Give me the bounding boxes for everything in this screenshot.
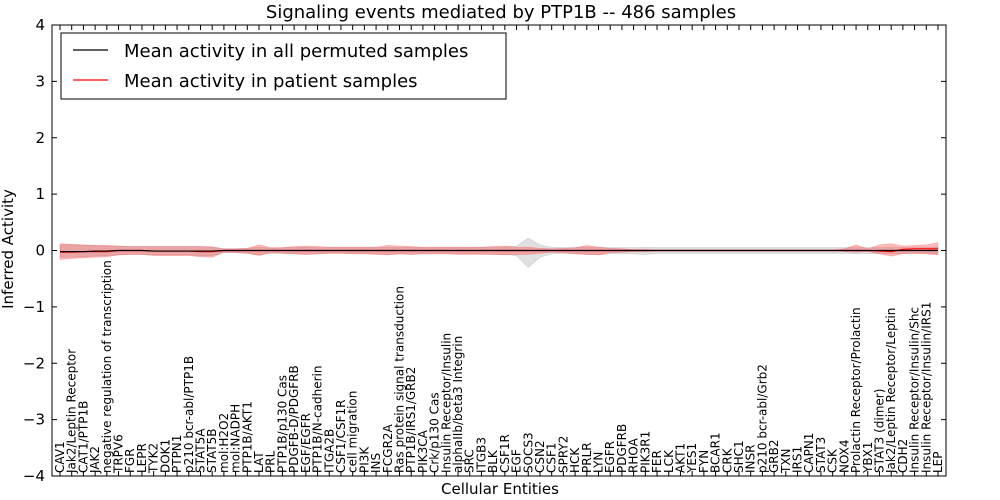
y-tick-label: −2 (23, 354, 45, 372)
x-category-label: ITGB3 (474, 437, 488, 473)
x-category-label: alphaIIb/beta3 Integrin (451, 336, 465, 473)
x-category-label: cell migration (346, 391, 360, 473)
x-category-label: EGF (510, 449, 524, 473)
x-category-label: Crk/p130 Cas (428, 392, 442, 473)
x-axis-label: Cellular Entities (441, 480, 559, 498)
x-category-label: PRL (264, 450, 278, 473)
x-category-label: FYN (697, 450, 711, 473)
x-category-label: Jak2/Leptin Receptor (65, 349, 79, 474)
x-category-label: Insulin Receptor/Insulin/Shc (908, 307, 922, 473)
x-category-label: CSK (826, 448, 840, 473)
x-category-label: PIK3CA (416, 429, 430, 473)
y-tick-label: −4 (23, 467, 45, 485)
y-tick-label: 1 (35, 185, 45, 203)
legend: Mean activity in all permuted samples Me… (60, 32, 507, 100)
confidence-bands (59, 237, 939, 268)
x-category-label: STAT3 (dimer) (872, 389, 886, 473)
x-category-label: CDH2 (896, 439, 910, 473)
x-category-label: p210 bcr-abl/Grb2 (755, 364, 769, 473)
x-category-label: ITGA2B (322, 429, 336, 473)
x-category-label: INS (369, 453, 383, 473)
legend-box (60, 32, 507, 100)
x-category-label: CSF1R (498, 434, 512, 473)
x-category-label: Insulin Receptor/Insulin (439, 333, 453, 473)
x-category-label: PDGFB-D/PDGFRB (287, 365, 301, 473)
x-category-label: PTP1B/AKT1 (240, 401, 254, 473)
series-lines (60, 248, 938, 253)
x-category-label: BCAR1 (709, 432, 723, 473)
x-category-label: FGR (123, 448, 137, 473)
x-category-label: RHOA (627, 437, 641, 473)
x-category-label: CRK (720, 447, 734, 473)
x-category-label: LEPR (135, 443, 149, 473)
x-category-label: NOX4 (837, 439, 851, 473)
y-axis-label: Inferred Activity (0, 189, 17, 309)
y-tick-label: −3 (23, 411, 45, 429)
x-category-label: CSF1 (545, 442, 559, 473)
y-tick-label: 4 (35, 16, 45, 34)
x-category-label: PTP1B/p130 Cas (275, 375, 289, 473)
x-category-label: FCGR2A (381, 423, 395, 473)
x-category-label: INSR (744, 445, 758, 473)
x-category-label: LAT (252, 451, 266, 473)
y-tick-label: 2 (35, 129, 45, 147)
x-category-label: Insulin Receptor/Insulin/IRS1 (919, 302, 933, 473)
x-category-label: LCK (662, 449, 676, 473)
x-category-label: mol:H2O2 (217, 413, 231, 473)
x-category-label: GRB2 (767, 439, 781, 473)
x-category-label: negative regulation of transcription (100, 260, 114, 473)
x-category-label: PTPN1 (170, 435, 184, 473)
legend-label-patient: Mean activity in patient samples (124, 71, 418, 92)
legend-label-permuted: Mean activity in all permuted samples (124, 41, 468, 62)
y-tick-label: 0 (35, 242, 45, 260)
y-tick-label: 3 (35, 72, 45, 90)
x-category-label: STAT5A (193, 428, 207, 473)
x-category-label: PI3K (357, 446, 371, 473)
x-category-label: LEP (931, 451, 945, 473)
x-category-label: TRPV6 (112, 434, 126, 474)
x-category-label: CSN2 (533, 440, 547, 473)
x-category-label: Ras protein signal transduction (392, 286, 406, 473)
x-category-label: HCK (568, 447, 582, 473)
x-category-label: YES1 (685, 443, 699, 474)
y-tick-label: −1 (23, 298, 45, 316)
x-category-label: Prolactin Receptor/Prolactin (849, 307, 863, 473)
x-category-label: STAT3 (814, 437, 828, 473)
x-category-label: PDGFRB (615, 424, 629, 473)
x-category-label: PTP1B/N-cadherin (311, 366, 325, 473)
x-category-label: LYN (592, 452, 606, 473)
x-category-label: EGF/EGFR (299, 413, 313, 473)
x-category-label: TYK2 (147, 443, 161, 474)
x-category-label: DOK1 (158, 439, 172, 473)
x-category-label: AKT1 (673, 443, 687, 473)
x-category-label: FER (650, 450, 664, 473)
x-category-label: SRC (463, 449, 477, 473)
x-category-label: CAPN1 (802, 433, 816, 473)
x-category-label: p210 bcr-abl/PTP1B (182, 356, 196, 473)
x-category-label: mol:NADPH (229, 404, 243, 473)
x-category-label: BLK (486, 449, 500, 473)
x-category-label: YBX1 (861, 442, 875, 474)
x-category-label: SPRY2 (556, 436, 570, 473)
x-category-label: Jak2/Leptin Receptor/Leptin (884, 308, 898, 474)
x-category-label: CAV1 (53, 441, 67, 473)
x-category-label: PIK3R1 (638, 431, 652, 473)
x-category-label: IRS1 (791, 446, 805, 473)
x-category-label: SOCS3 (521, 432, 535, 473)
x-category-label: CSF1/CSF1R (334, 400, 348, 473)
x-category-label: JAK2 (88, 446, 102, 474)
x-category-label: SHC1 (732, 440, 746, 473)
band-series-0 (59, 237, 939, 268)
x-category-label: PRLR (580, 442, 594, 473)
chart-title: Signaling events mediated by PTP1B -- 48… (266, 2, 736, 23)
y-axis: −4 −3 −2 −1 0 1 2 3 4 (23, 16, 946, 485)
x-category-label: CAT1/PTP1B (76, 401, 90, 473)
line-series-0 (60, 249, 938, 253)
x-category-label: TXN (779, 448, 793, 474)
x-category-label: EGFR (603, 441, 617, 473)
x-category-label: PTP1B/IRS1/GRB2 (404, 367, 418, 473)
x-category-label: STAT5B (205, 429, 219, 474)
